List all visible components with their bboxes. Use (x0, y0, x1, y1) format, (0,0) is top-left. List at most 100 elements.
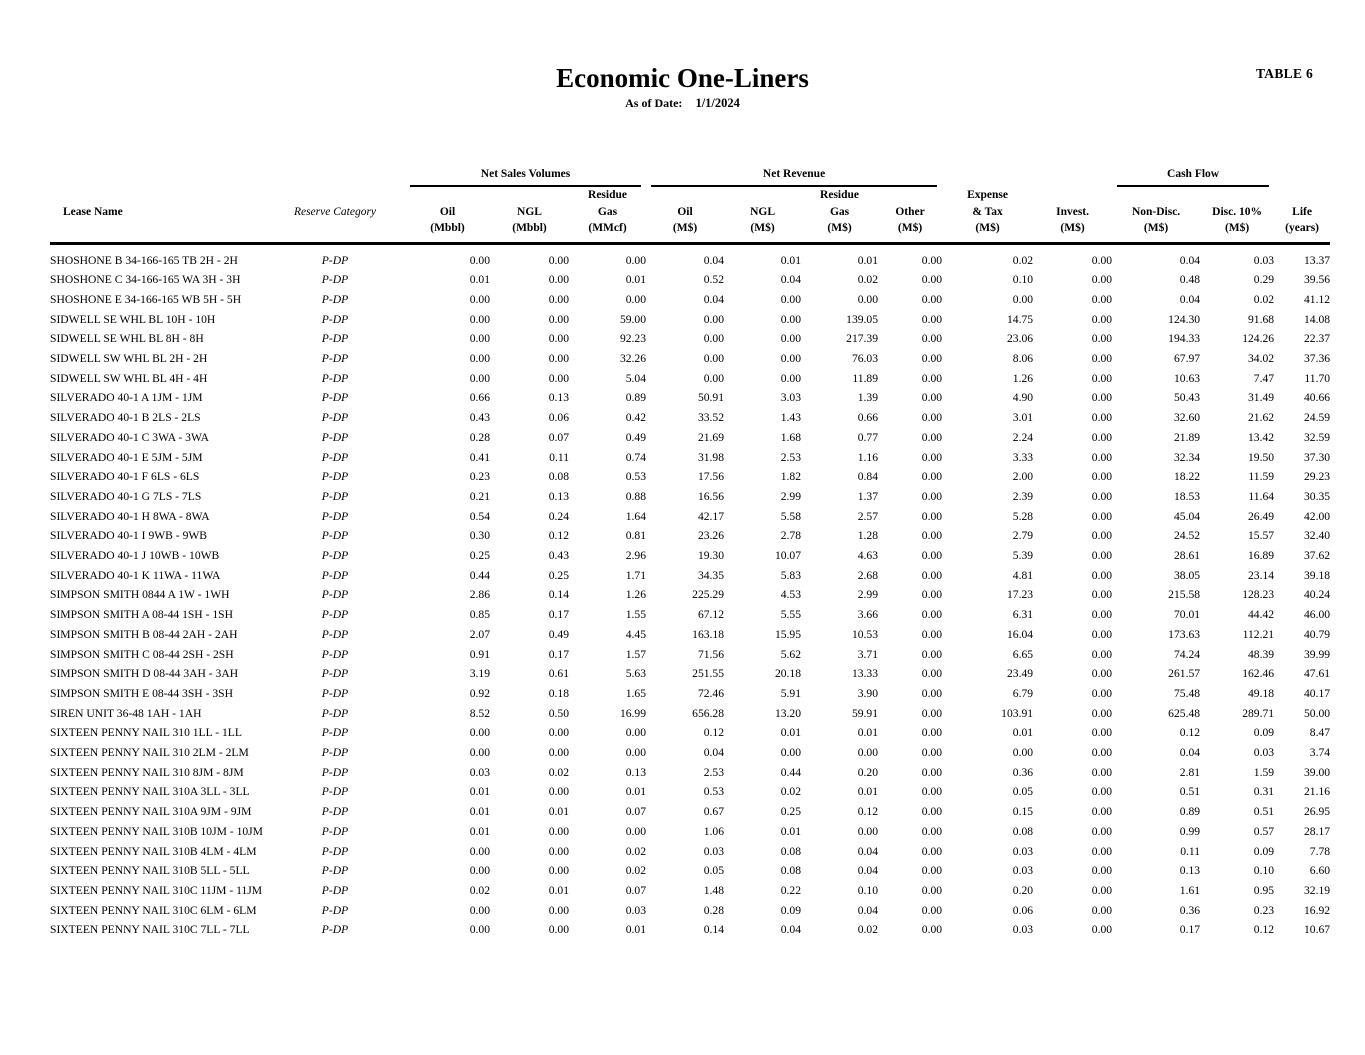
cell-disc-10-ms: 0.29 (1253, 273, 1275, 287)
cell-invest-ms: 0.00 (1091, 529, 1113, 543)
cell-oil-mbbl: 0.00 (469, 726, 490, 740)
cell-expense-tax-ms: 0.06 (1012, 903, 1034, 917)
cell-residue-gas-ms: 0.10 (857, 884, 879, 897)
col-header-non-disc-ms: Non-Disc. (M$) (1112, 187, 1201, 245)
table-row: SIDWELL SW WHL BL 2H - 2H P-DP 0.00 0.00 32.… (50, 349, 1330, 369)
cell-residue-gas-ms: 0.01 (857, 726, 879, 740)
cell-disc-10-ms: 44.42 (1247, 608, 1275, 622)
cell-expense-tax-ms: 6.31 (1012, 608, 1034, 622)
cell-disc-10-ms: 49.18 (1247, 686, 1275, 700)
cell-ngl-mbbl: 0.00 (548, 292, 569, 306)
cell-residue-gas-mmcf: 0.01 (625, 273, 647, 287)
cell-residue-gas-ms: 59.91 (851, 706, 879, 720)
cell-ngl-mbbl: 0.00 (548, 312, 569, 326)
cell-invest-ms: 0.00 (1091, 253, 1113, 267)
cell-non-disc-ms: 18.53 (1173, 489, 1201, 503)
cell-reserve-category: P-DP (321, 864, 349, 878)
cell-disc-10-ms: 0.02 (1253, 292, 1275, 306)
cell-residue-gas-ms: 10.53 (851, 627, 879, 641)
col-header-oil-ms: Oil (M$) (646, 187, 725, 245)
cell-disc-10-ms: 11.64 (1248, 489, 1275, 503)
cell-lease-name: SILVERADO 40-1 C 3WA - 3WA (50, 430, 209, 444)
table-row: SILVERADO 40-1 A 1JM - 1JM P-DP 0.66 0.13 0.… (50, 388, 1330, 408)
table-row: SIXTEEN PENNY NAIL 310A 3LL - 3LL P-DP 0.0… (50, 782, 1330, 802)
cell-other-ms: 0.00 (921, 450, 943, 464)
cell-lease-name: SIMPSON SMITH B 08-44 2AH - 2AH (50, 627, 238, 641)
cell-life-years: 6.60 (1309, 864, 1331, 878)
cell-other-ms: 0.00 (921, 746, 943, 760)
cell-invest-ms: 0.00 (1091, 686, 1113, 700)
cell-ngl-mbbl: 0.00 (548, 273, 569, 287)
cell-other-ms: 0.00 (921, 726, 943, 740)
cell-oil-mbbl: 0.44 (469, 568, 490, 582)
cell-expense-tax-ms: 0.00 (1012, 292, 1034, 306)
cell-residue-gas-ms: 0.00 (857, 824, 879, 838)
cell-residue-gas-mmcf: 5.04 (625, 371, 647, 385)
cell-disc-10-ms: 0.51 (1253, 805, 1275, 819)
cell-non-disc-ms: 194.33 (1168, 332, 1201, 346)
cell-life-years: 39.00 (1303, 765, 1331, 779)
cell-expense-tax-ms: 0.03 (1012, 864, 1034, 878)
cell-life-years: 37.36 (1303, 352, 1331, 366)
cell-lease-name: SILVERADO 40-1 E 5JM - 5JM (50, 450, 203, 464)
cell-residue-gas-mmcf: 92.23 (619, 332, 647, 346)
cell-ngl-ms: 0.00 (780, 312, 802, 326)
cell-other-ms: 0.00 (921, 805, 943, 819)
cell-non-disc-ms: 0.13 (1179, 864, 1201, 878)
cell-expense-tax-ms: 6.65 (1012, 647, 1034, 661)
cell-oil-mbbl: 0.00 (469, 292, 490, 306)
cell-ngl-ms: 10.07 (774, 549, 802, 563)
cell-disc-10-ms: 0.57 (1253, 824, 1275, 838)
cell-ngl-ms: 0.02 (780, 785, 802, 799)
cell-reserve-category: P-DP (321, 647, 349, 661)
cell-ngl-ms: 3.03 (780, 391, 802, 405)
cell-non-disc-ms: 32.34 (1173, 450, 1201, 464)
cell-invest-ms: 0.00 (1091, 824, 1113, 838)
cell-oil-mbbl: 0.02 (469, 884, 490, 897)
cell-residue-gas-mmcf: 0.00 (625, 726, 647, 740)
cell-ngl-mbbl: 0.61 (548, 667, 569, 681)
cell-residue-gas-mmcf: 0.01 (625, 785, 647, 799)
cell-invest-ms: 0.00 (1091, 273, 1113, 287)
cell-oil-ms: 225.29 (692, 588, 725, 602)
col-header-reserve-category: Reserve Category (265, 187, 405, 245)
cell-other-ms: 0.00 (921, 273, 943, 287)
cell-reserve-category: P-DP (321, 706, 349, 720)
cell-ngl-mbbl: 0.00 (548, 844, 569, 858)
table-row: SILVERADO 40-1 I 9WB - 9WB P-DP 0.30 0.12 0.… (50, 526, 1330, 546)
cell-lease-name: SILVERADO 40-1 A 1JM - 1JM (50, 391, 203, 405)
cell-life-years: 21.16 (1303, 785, 1331, 799)
cell-oil-ms: 34.35 (697, 568, 725, 582)
cell-ngl-mbbl: 0.00 (548, 903, 569, 917)
cell-expense-tax-ms: 0.03 (1012, 844, 1034, 858)
cell-life-years: 28.17 (1303, 824, 1331, 838)
cell-invest-ms: 0.00 (1091, 391, 1113, 405)
cell-residue-gas-mmcf: 0.02 (625, 864, 647, 878)
group-net-sales-volumes: Net Sales Volumes (405, 157, 646, 187)
cell-oil-ms: 0.00 (703, 352, 725, 366)
cell-residue-gas-mmcf: 4.45 (625, 627, 647, 641)
cell-oil-mbbl: 8.52 (469, 706, 490, 720)
table-number-label: TABLE 6 (1256, 66, 1313, 81)
cell-invest-ms: 0.00 (1091, 746, 1113, 760)
cell-ngl-mbbl: 0.11 (549, 450, 569, 464)
cell-invest-ms: 0.00 (1091, 864, 1113, 878)
cell-invest-ms: 0.00 (1091, 588, 1113, 602)
cell-invest-ms: 0.00 (1091, 785, 1113, 799)
cell-ngl-ms: 5.55 (780, 608, 802, 622)
cell-expense-tax-ms: 0.00 (1012, 746, 1034, 760)
cell-invest-ms: 0.00 (1091, 489, 1113, 503)
cell-non-disc-ms: 75.48 (1173, 686, 1201, 700)
cell-ngl-mbbl: 0.00 (548, 824, 569, 838)
cell-ngl-mbbl: 0.14 (548, 588, 569, 602)
cell-reserve-category: P-DP (321, 746, 349, 760)
cell-lease-name: SIREN UNIT 36-48 1AH - 1AH (50, 706, 202, 720)
cell-residue-gas-ms: 0.00 (857, 746, 879, 760)
cell-lease-name: SIMPSON SMITH 0844 A 1W - 1WH (50, 588, 230, 602)
cell-residue-gas-mmcf: 1.57 (625, 647, 647, 661)
cell-oil-ms: 19.30 (697, 549, 725, 563)
table-row: SIMPSON SMITH E 08-44 3SH - 3SH P-DP 0.92 0… (50, 684, 1330, 704)
cell-ngl-ms: 0.25 (780, 805, 802, 819)
cell-other-ms: 0.00 (921, 667, 943, 681)
cell-reserve-category: P-DP (321, 824, 349, 838)
